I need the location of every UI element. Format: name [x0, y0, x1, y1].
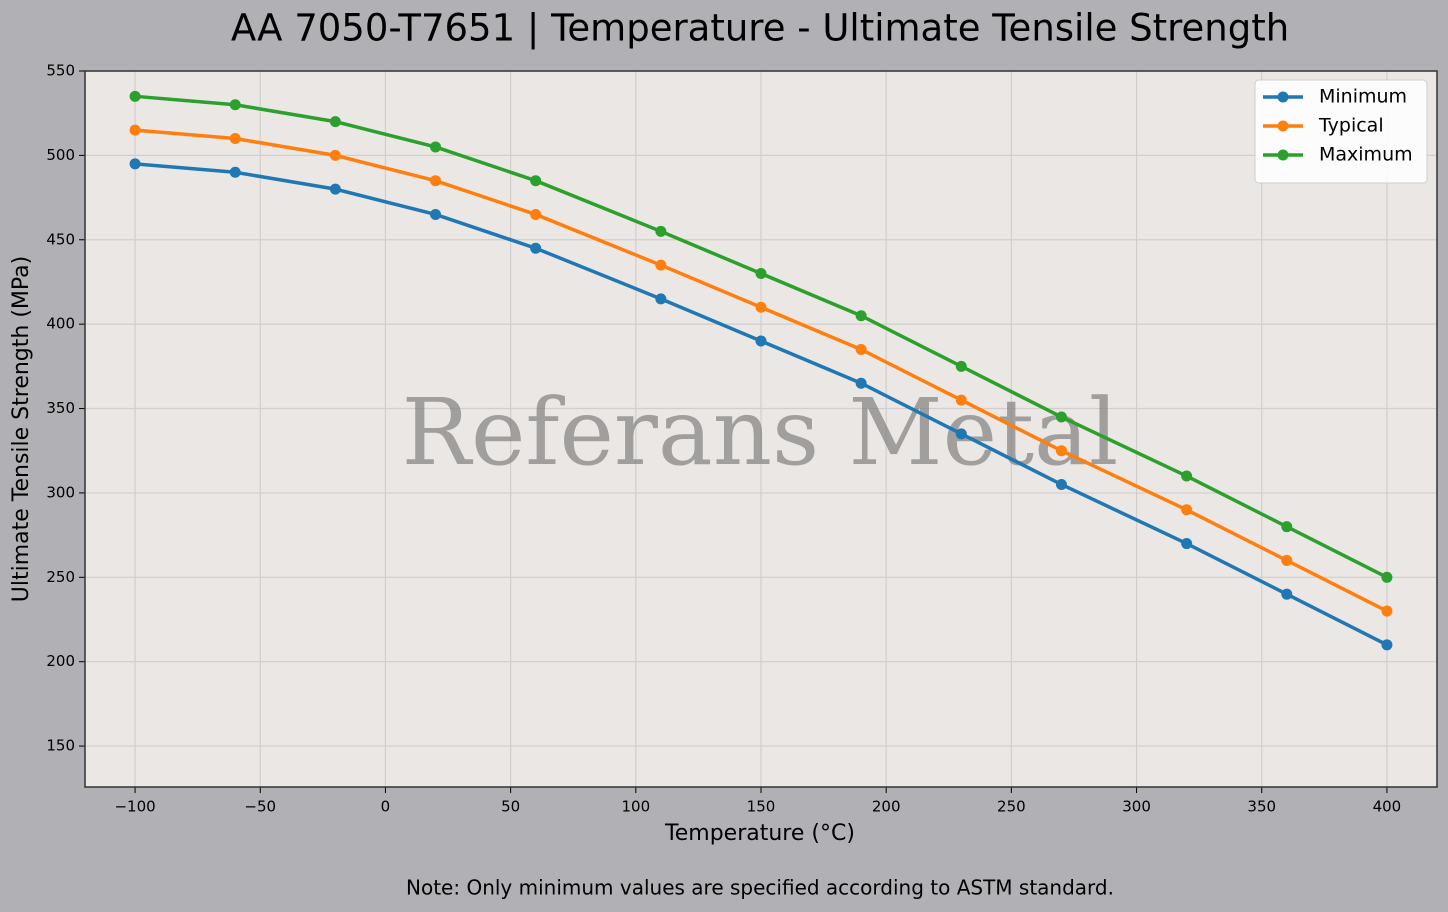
- data-point: [955, 360, 967, 372]
- data-point: [1181, 504, 1193, 516]
- data-point: [1181, 470, 1193, 482]
- chart-title: AA 7050-T7651 | Temperature - Ultimate T…: [231, 7, 1289, 50]
- y-tick-label: 500: [46, 146, 75, 164]
- data-point: [229, 133, 241, 145]
- legend-label: Typical: [1318, 115, 1384, 137]
- data-point: [129, 90, 141, 102]
- data-point: [129, 158, 141, 170]
- legend-marker: [1277, 91, 1289, 103]
- y-tick-label: 150: [46, 737, 75, 755]
- x-tick-label: 300: [1122, 798, 1151, 816]
- data-point: [1381, 605, 1393, 617]
- data-point: [530, 242, 542, 254]
- plot-frame: [84, 70, 1438, 788]
- data-point: [1055, 445, 1067, 457]
- data-point: [530, 208, 542, 220]
- y-tick-label: 200: [46, 652, 75, 670]
- x-tick-label: 250: [997, 798, 1026, 816]
- data-point: [129, 124, 141, 136]
- data-point: [430, 141, 442, 153]
- legend-marker: [1277, 120, 1289, 132]
- x-tick-label: 400: [1373, 798, 1402, 816]
- y-tick-label: 450: [46, 230, 75, 248]
- x-tick-label: 0: [381, 798, 391, 816]
- data-point: [755, 268, 767, 280]
- data-point: [655, 259, 667, 271]
- data-point: [530, 175, 542, 187]
- x-tick-label: 150: [747, 798, 776, 816]
- legend-label: Maximum: [1319, 144, 1413, 166]
- legend-box: [1254, 79, 1428, 184]
- note: Note: Only minimum values are specified …: [406, 876, 1114, 900]
- data-point: [1281, 521, 1293, 533]
- data-point: [755, 335, 767, 347]
- y-tick-label: 350: [46, 399, 75, 417]
- x-axis-label: Temperature (°C): [664, 821, 855, 846]
- data-point: [329, 116, 341, 128]
- x-tick-label: −50: [244, 798, 276, 816]
- data-point: [1055, 478, 1067, 490]
- data-point: [1055, 411, 1067, 423]
- x-tick-label: 50: [501, 798, 520, 816]
- y-tick-label: 250: [46, 568, 75, 586]
- x-tick-label: 200: [872, 798, 901, 816]
- legend-marker: [1277, 149, 1289, 161]
- data-point: [1381, 639, 1393, 651]
- x-tick-label: 350: [1247, 798, 1276, 816]
- x-tick-label: −100: [114, 798, 155, 816]
- data-point: [329, 183, 341, 195]
- data-point: [655, 225, 667, 237]
- x-tick-label: 100: [621, 798, 650, 816]
- y-tick-label: 550: [46, 62, 75, 80]
- data-point: [1281, 554, 1293, 566]
- data-point: [1381, 571, 1393, 583]
- data-point: [955, 428, 967, 440]
- data-point: [1281, 588, 1293, 600]
- data-point: [855, 377, 867, 389]
- data-point: [955, 394, 967, 406]
- data-point: [229, 99, 241, 111]
- data-point: [655, 293, 667, 305]
- data-point: [855, 310, 867, 322]
- y-tick-label: 300: [46, 483, 75, 501]
- y-axis-label: Ultimate Tensile Strength (MPa): [9, 256, 34, 602]
- data-point: [229, 166, 241, 178]
- data-point: [1181, 538, 1193, 550]
- watermark: Referans Metal: [402, 379, 1119, 486]
- data-point: [329, 149, 341, 161]
- data-point: [755, 301, 767, 313]
- legend-label: Minimum: [1319, 86, 1407, 108]
- data-point: [855, 343, 867, 355]
- data-point: [430, 175, 442, 187]
- data-point: [430, 208, 442, 220]
- y-tick-label: 400: [46, 315, 75, 333]
